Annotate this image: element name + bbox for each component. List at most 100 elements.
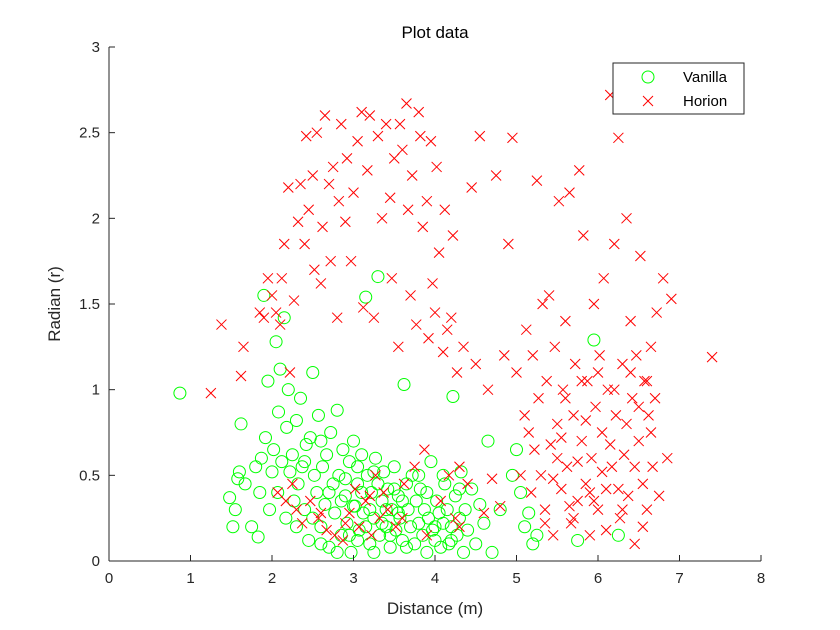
point-horion (402, 204, 414, 216)
point-horion (600, 483, 612, 495)
point-vanilla (251, 530, 265, 544)
point-vanilla (328, 506, 342, 520)
point-vanilla (334, 494, 348, 508)
point-horion (610, 410, 622, 421)
point-horion (576, 375, 588, 387)
point-vanilla (518, 520, 532, 534)
point-horion (376, 212, 388, 224)
point-horion (345, 255, 357, 267)
point-vanilla (258, 431, 272, 445)
point-horion (555, 483, 567, 495)
point-horion (613, 483, 624, 495)
point-vanilla (379, 520, 393, 534)
point-horion (406, 170, 418, 181)
point-vanilla (314, 537, 328, 551)
y-axis-label: Radian (r) (45, 266, 64, 342)
point-horion (594, 350, 605, 361)
point-vanilla (408, 537, 422, 551)
point-horion (560, 392, 571, 404)
point-horion (417, 221, 429, 233)
point-horion (292, 216, 304, 228)
point-horion (454, 521, 465, 533)
point-vanilla (375, 516, 389, 530)
point-horion (541, 375, 553, 387)
point-horion (388, 153, 400, 164)
point-vanilla (330, 403, 344, 417)
point-horion (549, 341, 561, 353)
point-horion (588, 298, 600, 310)
point-horion (507, 132, 518, 144)
point-horion (592, 504, 604, 515)
point-vanilla (436, 516, 450, 530)
point-horion (537, 298, 548, 310)
point-vanilla (298, 503, 312, 517)
x-tick-label: 5 (512, 570, 520, 587)
point-horion (291, 504, 302, 515)
point-horion (323, 178, 335, 190)
data-points (173, 89, 718, 559)
point-horion (380, 118, 392, 130)
point-vanilla (369, 451, 383, 465)
point-vanilla (444, 533, 458, 547)
point-vanilla (611, 528, 625, 542)
point-vanilla (417, 503, 431, 517)
point-horion (466, 182, 478, 193)
point-horion (577, 230, 589, 241)
point-vanilla (316, 460, 330, 474)
point-horion (637, 521, 649, 533)
x-tick-label: 4 (431, 570, 439, 587)
point-vanilla (367, 465, 381, 479)
point-horion (205, 387, 217, 399)
point-vanilla (355, 448, 369, 462)
x-tick-label: 0 (105, 570, 113, 587)
point-horion (344, 507, 355, 519)
point-horion (296, 517, 308, 529)
point-horion (254, 307, 266, 318)
legend-box (612, 62, 745, 115)
point-horion (633, 401, 645, 413)
point-horion (317, 221, 328, 233)
point-horion (551, 418, 563, 430)
x-tick-label: 6 (594, 570, 602, 587)
point-vanilla (226, 520, 240, 534)
point-horion (561, 461, 573, 473)
point-vanilla (363, 537, 377, 551)
point-horion (543, 290, 555, 301)
point-vanilla (413, 482, 427, 496)
point-horion (617, 358, 628, 370)
point-horion (576, 435, 588, 447)
point-vanilla (253, 485, 267, 499)
point-vanilla (318, 497, 332, 511)
point-horion (262, 272, 274, 284)
point-horion (382, 504, 394, 515)
point-vanilla (426, 523, 440, 537)
point-vanilla (473, 497, 487, 511)
point-vanilla (344, 545, 358, 559)
point-vanilla (314, 434, 328, 448)
point-horion (362, 165, 373, 176)
point-vanilla (412, 468, 426, 482)
point-horion (278, 238, 290, 250)
point-vanilla (267, 443, 281, 457)
point-horion (303, 204, 315, 216)
point-vanilla (322, 485, 336, 499)
point-horion (366, 529, 377, 541)
point-horion (588, 495, 600, 507)
point-horion (630, 350, 642, 361)
point-vanilla (367, 545, 381, 559)
point-horion (478, 507, 490, 519)
point-horion (614, 512, 626, 524)
point-horion (443, 469, 455, 481)
point-horion (629, 538, 641, 550)
point-horion (547, 473, 559, 485)
point-horion (258, 312, 270, 324)
point-vanilla (279, 511, 293, 525)
point-horion (425, 135, 437, 147)
point-horion (299, 238, 310, 250)
point-horion (533, 392, 544, 404)
point-horion (445, 312, 457, 324)
point-vanilla (493, 503, 507, 517)
point-horion (511, 367, 522, 378)
point-horion (573, 165, 585, 176)
point-horion (633, 435, 645, 447)
